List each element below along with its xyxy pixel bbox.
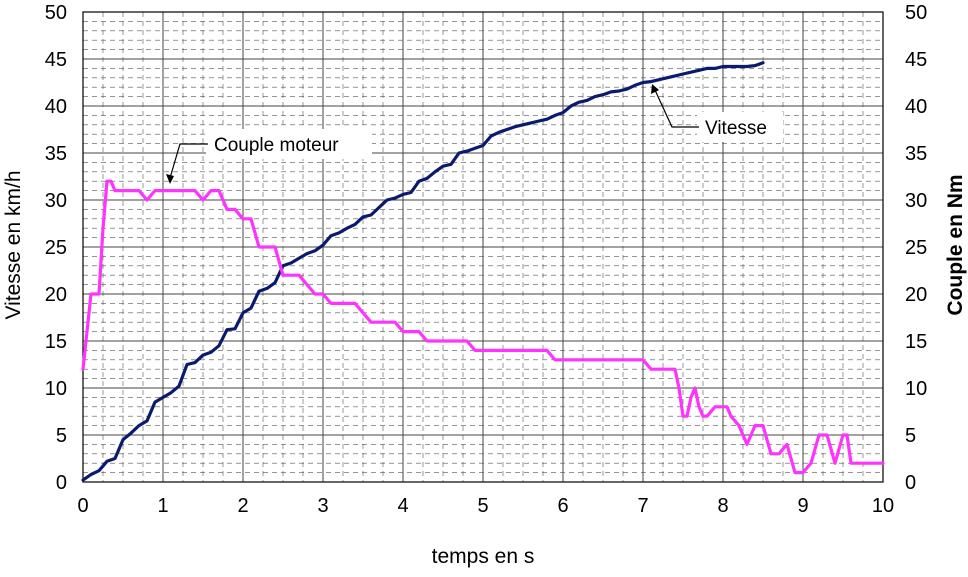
- annotation-box-vitesse: [697, 112, 783, 142]
- annotation-couple-moteur: Couple moteur: [214, 135, 339, 156]
- y-tick-label-right: 5: [905, 425, 916, 447]
- series-line-couple-moteur: [81, 179, 885, 475]
- y-tick-label-right: 35: [905, 143, 927, 165]
- y-tick-label-right: 40: [905, 96, 927, 118]
- x-tick-label: 3: [317, 495, 328, 517]
- x-tick-label: 10: [872, 495, 894, 517]
- y-tick-label-left: 40: [45, 96, 67, 118]
- x-tick-label: 1: [157, 495, 168, 517]
- annotation-leader-vitesse: [654, 89, 699, 128]
- y-tick-label-left: 10: [45, 378, 67, 400]
- annotation-arrowhead-vitesse: [651, 84, 659, 94]
- y-tick-label-left: 35: [45, 143, 67, 165]
- y-tick-label-left: 0: [56, 472, 67, 494]
- x-tick-label: 8: [717, 495, 728, 517]
- y-tick-label-right: 0: [905, 472, 916, 494]
- x-tick-label: 4: [397, 495, 408, 517]
- annotation-box-couple: [206, 129, 372, 159]
- y-tick-label-left: 50: [45, 2, 67, 24]
- x-tick-label: 0: [77, 495, 88, 517]
- y-tick-label-left: 20: [45, 284, 67, 306]
- y-tick-label-left: 45: [45, 49, 67, 71]
- plot-border: [82, 11, 884, 483]
- series-layer: [81, 61, 885, 482]
- x-tick-label: 2: [237, 495, 248, 517]
- tick-labels: 0 1 2 3 4 5 6 7 8 9 100510152025303540455005101520…: [45, 2, 928, 517]
- y-tick-label-right: 10: [905, 378, 927, 400]
- y-tick-label-right: 20: [905, 284, 927, 306]
- y-tick-label-right: 15: [905, 331, 927, 353]
- y-tick-label-right: 50: [905, 2, 927, 24]
- annotation-vitesse: Vitesse: [705, 118, 767, 139]
- y-axis-title-left: Vitesse en km/h: [2, 170, 25, 319]
- annotation-arrowhead-couple: [166, 174, 174, 184]
- y-axis-title-right: Couple en Nm: [944, 174, 967, 315]
- plot-frame: [82, 11, 884, 483]
- x-tick-label: 6: [557, 495, 568, 517]
- annotations: Couple moteur Vitesse: [166, 84, 783, 184]
- grid: [82, 11, 884, 483]
- series-line-vitesse: [81, 61, 765, 482]
- y-tick-label-left: 25: [45, 237, 67, 259]
- y-tick-label-left: 5: [56, 425, 67, 447]
- annotation-leader-couple: [169, 143, 208, 179]
- x-tick-label: 7: [637, 495, 648, 517]
- x-tick-label: 9: [797, 495, 808, 517]
- y-tick-label-right: 25: [905, 237, 927, 259]
- y-tick-label-right: 30: [905, 190, 927, 212]
- y-tick-label-right: 45: [905, 49, 927, 71]
- y-tick-label-left: 30: [45, 190, 67, 212]
- x-tick-label: 5: [477, 495, 488, 517]
- y-tick-label-left: 15: [45, 331, 67, 353]
- x-axis-title: temps en s: [432, 545, 535, 568]
